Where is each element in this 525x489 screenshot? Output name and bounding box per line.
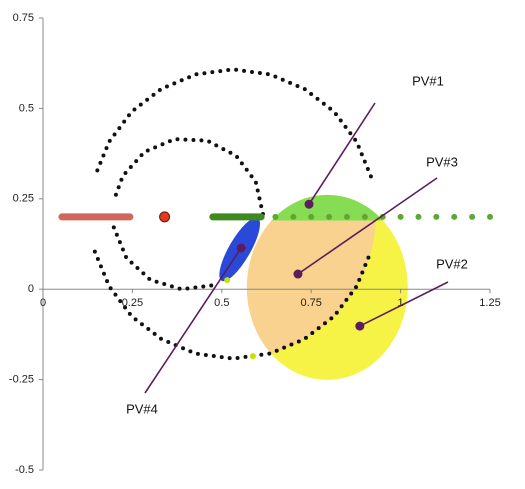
annotation-point <box>236 243 246 253</box>
point <box>415 213 422 220</box>
marks <box>58 67 493 361</box>
annotation-line <box>144 247 242 394</box>
axes: -0.5 -0.25 0 0.25 0.5 0.75 0 0.25 0.5 0.75 1 1.25 <box>9 12 501 476</box>
annotation-label: PV#4 <box>126 401 158 416</box>
dotted-arc <box>111 137 265 216</box>
x-tick-label: 1.25 <box>479 297 500 309</box>
annotation-line <box>297 177 438 275</box>
point <box>343 213 350 220</box>
y-tick-label: 0.25 <box>13 193 34 205</box>
annotation-line <box>308 102 376 205</box>
point <box>433 213 440 220</box>
annotation-point <box>355 321 365 331</box>
point <box>308 213 315 220</box>
point <box>487 213 493 220</box>
point <box>159 211 171 223</box>
point <box>272 213 279 220</box>
y-tick-label: -0.25 <box>9 374 34 386</box>
region <box>271 194 383 221</box>
dotted-arc <box>111 225 216 292</box>
x-tick-label: 0.25 <box>122 297 143 309</box>
annotation-point <box>304 199 314 209</box>
annotation-line <box>359 281 449 327</box>
annotation-label: PV#3 <box>426 154 458 169</box>
point <box>224 277 231 284</box>
point <box>326 213 333 220</box>
x-tick-label: 0.75 <box>300 297 321 309</box>
regions <box>219 194 408 380</box>
dotted-arc <box>92 67 373 179</box>
dotted-arc <box>92 249 373 361</box>
y-tick-label: 0.75 <box>13 12 34 24</box>
x-tick-label: 0.5 <box>214 297 229 309</box>
point <box>290 213 297 220</box>
point <box>451 213 458 220</box>
annotations: PV#1 PV#3 PV#2 PV#4 <box>126 73 468 416</box>
annotation-label: PV#1 <box>412 73 444 88</box>
x-tick-label: 1 <box>398 297 404 309</box>
y-tick-label: -0.5 <box>15 464 34 476</box>
y-tick-label: 0.5 <box>19 102 34 114</box>
point <box>397 213 404 220</box>
x-tick-label: 0 <box>40 297 46 309</box>
point <box>249 353 256 360</box>
annotation-point <box>293 269 303 279</box>
point <box>361 213 368 220</box>
y-tick-label: 0 <box>28 283 34 295</box>
annotation-label: PV#2 <box>436 256 468 271</box>
point <box>469 213 476 220</box>
